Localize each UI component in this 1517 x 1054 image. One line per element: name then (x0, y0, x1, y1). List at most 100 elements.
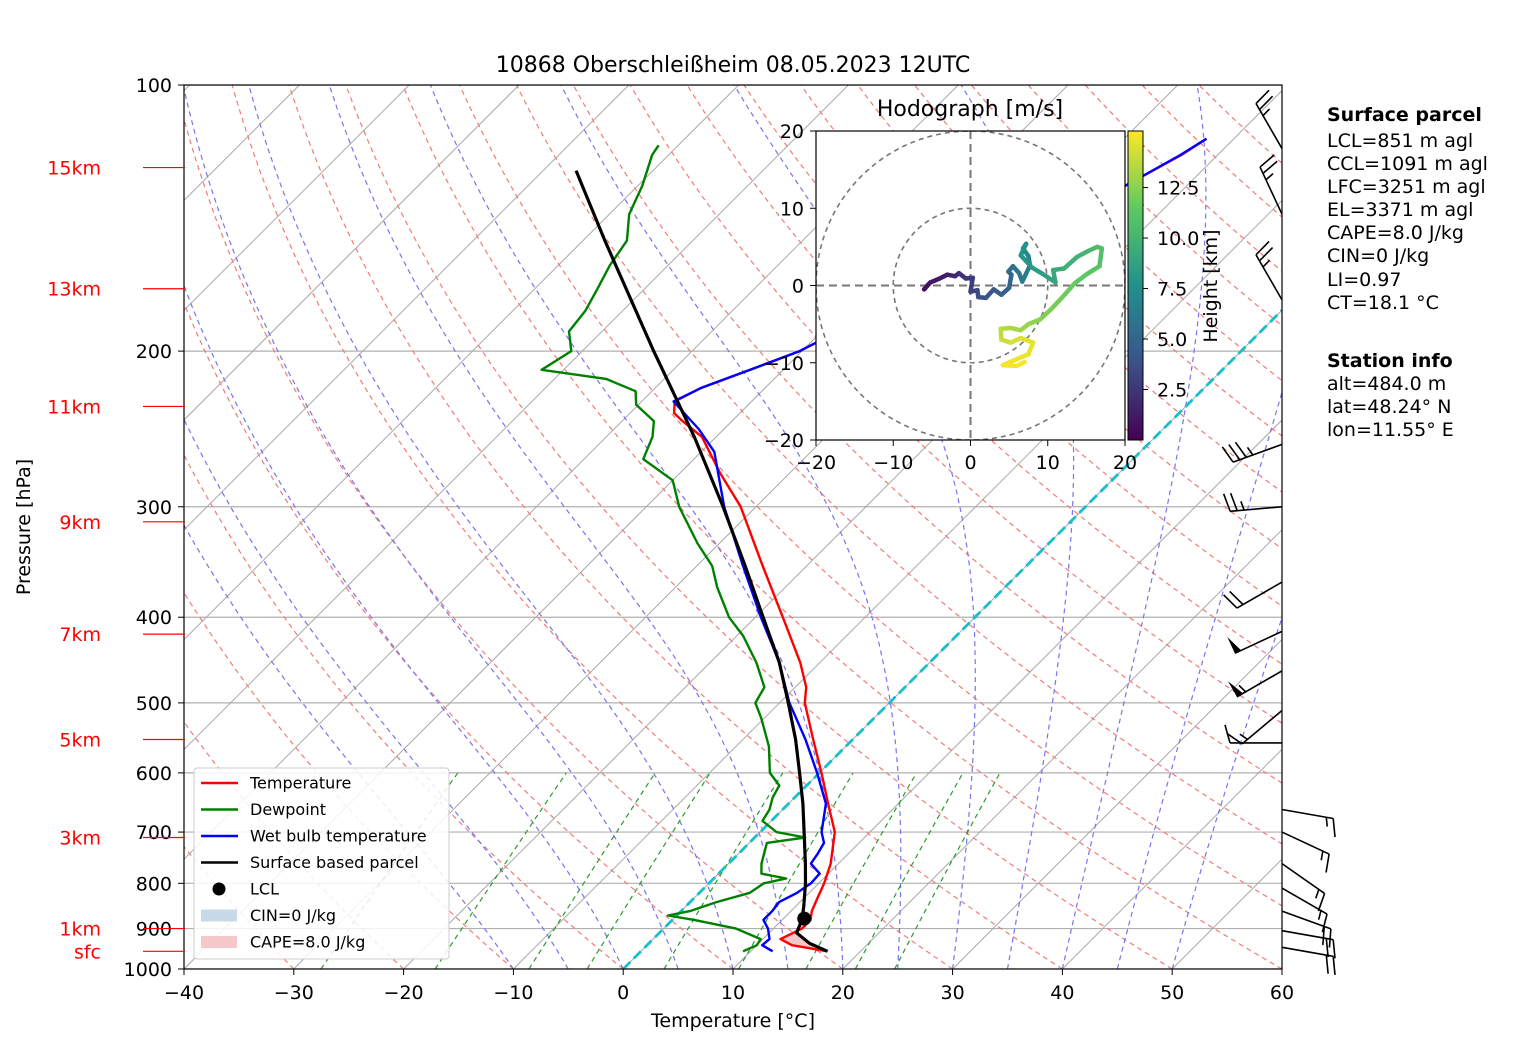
hodograph-x-tick-label: 10 (1036, 452, 1060, 474)
dry-adiabat (231, 85, 953, 969)
barb-full (1322, 926, 1326, 946)
dry-adiabat (572, 85, 1282, 784)
wind-barb (1255, 240, 1283, 301)
legend: Temperature Dewpoint Wet bulb temperature S… (193, 767, 450, 960)
barb-pennant (1227, 637, 1242, 654)
legend-box (193, 767, 450, 960)
mixing-ratio-line (528, 772, 656, 969)
barb-half (1325, 817, 1329, 827)
wind-barb (1281, 831, 1330, 873)
surface-line-lcl: LCL=851 m agl (1327, 130, 1473, 152)
mixing-ratio-line (738, 772, 854, 969)
legend-label: Surface based parcel (250, 853, 419, 872)
barb-half (1320, 850, 1324, 861)
legend-patch-swatch (201, 909, 237, 922)
wind-barb (1221, 441, 1283, 463)
hodograph-plot-area (816, 131, 1125, 440)
hodograph-x-tick-label: −10 (873, 452, 913, 474)
barb-full (1258, 246, 1274, 262)
barb-half (1314, 889, 1320, 899)
isotherm-line (184, 85, 739, 641)
mixing-ratio-line (663, 772, 784, 969)
mixing-ratio-line (586, 772, 711, 969)
barb-staff (1236, 581, 1283, 609)
barb-staff (1281, 887, 1328, 915)
dry-adiabat (459, 85, 1282, 907)
wind-barb (1255, 89, 1283, 149)
barb-pennant (1227, 681, 1244, 697)
surface-parcel-title: Surface parcel (1327, 104, 1482, 126)
hodograph-segment (1014, 359, 1027, 369)
chart-title: 10868 Oberschleißheim 08.05.2023 12UTC (496, 53, 971, 78)
mixing-ratio-line (434, 772, 567, 969)
dry-adiabat (184, 301, 734, 969)
barb-staff (1281, 910, 1332, 930)
isotherm-line (622, 309, 1282, 969)
isotherm-line (184, 85, 849, 751)
barb-full (1321, 913, 1328, 933)
barb-full (1223, 594, 1238, 609)
surface-line-ccl: CCL=1091 m agl (1327, 153, 1488, 175)
dewpoint-line (540, 144, 807, 953)
barb-full (1221, 446, 1234, 463)
moist-adiabat (960, 85, 1075, 969)
hodograph-x-tick-label: −20 (796, 452, 836, 474)
barb-staff (1236, 670, 1283, 698)
barb-full (1328, 928, 1332, 948)
barb-full (1332, 818, 1336, 838)
wind-barb (1259, 154, 1283, 215)
surface-line-cape: CAPE=8.0 J/kg (1327, 222, 1464, 244)
height-label: 5km (59, 729, 101, 751)
barb-full (1228, 444, 1241, 461)
x-tick-label: 30 (941, 982, 965, 1004)
barb-staff (1281, 808, 1334, 820)
isotherm-line (184, 85, 520, 421)
isotherm-line (732, 419, 1282, 969)
colorbar-label: Height [km] (1200, 229, 1222, 342)
isotherm-line (1062, 748, 1282, 969)
height-label: 9km (59, 512, 101, 534)
barb-staff (1241, 709, 1283, 745)
mixing-ratio-line (805, 772, 918, 969)
barb-staff (1230, 505, 1283, 513)
barb-staff (1281, 831, 1330, 855)
height-label: 11km (47, 396, 101, 418)
hodograph-y-tick-label: 10 (780, 198, 804, 220)
hodograph-segment (1049, 294, 1066, 311)
legend-label: LCL (250, 880, 279, 899)
cape-area (780, 919, 828, 952)
barb-staff (1232, 443, 1283, 463)
surface-line-lfc: LFC=3251 m agl (1327, 176, 1486, 198)
colorbar-tick-label: 12.5 (1157, 178, 1199, 200)
barb-staff (1255, 103, 1283, 149)
barb-staff (1234, 630, 1283, 655)
hodograph-title: Hodograph [m/s] (877, 97, 1063, 122)
x-tick-label: −40 (164, 982, 204, 1004)
barb-staff (1281, 929, 1334, 941)
x-tick-label: 0 (617, 982, 629, 1004)
hodograph-segment (1020, 263, 1033, 284)
barb-full (1332, 939, 1336, 959)
hodograph-segment (1084, 263, 1102, 277)
wind-barb (1222, 492, 1283, 513)
wind-barb (1281, 862, 1326, 912)
isotherm-line (842, 529, 1282, 969)
hodograph-segment (1061, 254, 1080, 271)
legend-dot-swatch (212, 882, 226, 896)
x-tick-label: 50 (1160, 982, 1184, 1004)
x-tick-label: 60 (1270, 982, 1294, 1004)
barb-half (1246, 446, 1254, 456)
barb-half (1317, 910, 1322, 920)
station-line-lat: lat=48.24° N (1327, 396, 1451, 418)
hodograph-y-tick-label: 0 (792, 276, 804, 298)
barb-half (1262, 259, 1271, 268)
dry-adiabat (629, 85, 1282, 724)
barb-half (1265, 173, 1274, 181)
legend-label: CIN=0 J/kg (250, 906, 336, 925)
y-tick-label: 100 (136, 75, 172, 97)
hodograph-ring (892, 207, 1049, 364)
info-panel: Surface parcel LCL=851 m agl CCL=1091 m … (1327, 104, 1488, 441)
wind-barb (1281, 929, 1336, 959)
